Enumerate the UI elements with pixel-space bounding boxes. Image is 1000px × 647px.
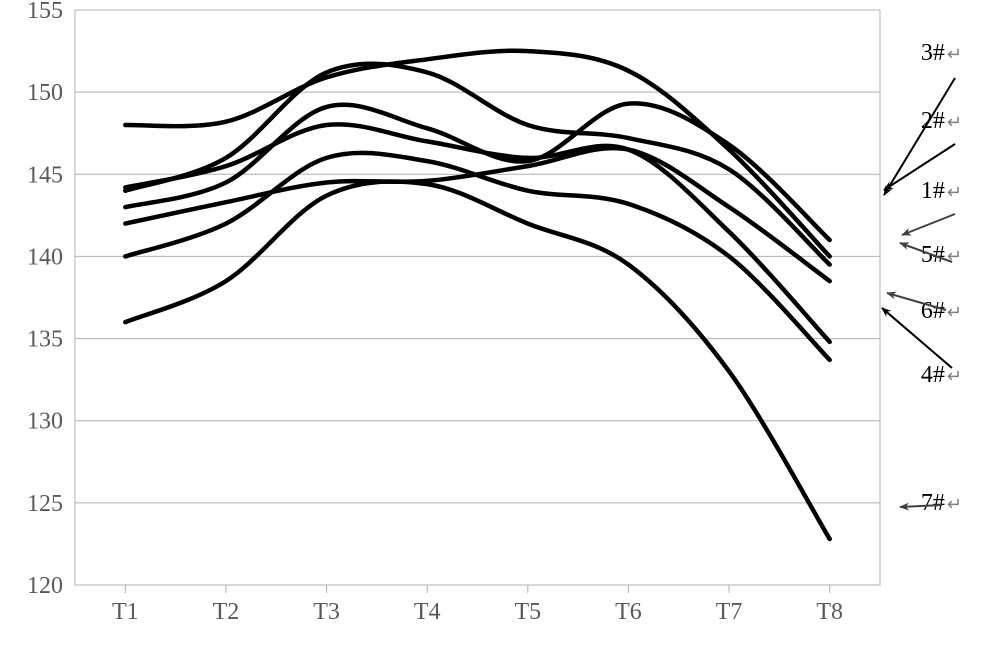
- x-tick-label: T3: [313, 599, 340, 625]
- series-label-3#: 3#↵: [921, 40, 962, 66]
- y-tick-label: 145: [27, 162, 63, 188]
- series-label-6#: 6#↵: [921, 298, 962, 324]
- arrow-1#: [902, 214, 955, 235]
- series-7#: [125, 181, 829, 539]
- x-tick-label: T6: [615, 599, 642, 625]
- x-tick-label: T1: [112, 599, 139, 625]
- series-label-5#: 5#↵: [921, 242, 962, 268]
- y-tick-label: 140: [27, 244, 63, 270]
- y-tick-label: 135: [27, 327, 63, 353]
- x-tick-label: T4: [414, 599, 441, 625]
- y-tick-label: 125: [27, 491, 63, 517]
- series-label-2#: 2#↵: [921, 108, 962, 134]
- series-label-4#: 4#↵: [921, 362, 962, 388]
- x-tick-label: T5: [514, 599, 541, 625]
- y-axis-labels: 120 125 130 135 140 145 150 155: [27, 0, 63, 599]
- y-tick-label: 120: [27, 573, 63, 599]
- series-label-1#: 1#↵: [921, 178, 962, 204]
- x-ticks: [125, 585, 829, 593]
- y-tick-label: 130: [27, 409, 63, 435]
- y-tick-label: 155: [27, 0, 63, 24]
- x-tick-label: T8: [816, 599, 843, 625]
- series-lines: [125, 51, 829, 539]
- x-tick-label: T7: [716, 599, 743, 625]
- line-chart: 120125130135140145150155 T1T2T3T4T5T6T7T…: [0, 0, 1000, 647]
- y-tick-label: 150: [27, 80, 63, 106]
- x-axis-labels: T1 T2 T3 T4 T5 T6 T7 T8: [112, 599, 843, 625]
- series-label-7#: 7#↵: [921, 490, 962, 516]
- series-annotations: 3#↵ 2#↵ 1#↵ 5#↵ 6#↵ 4#↵ 7#↵: [882, 40, 962, 516]
- x-tick-label: T2: [213, 599, 240, 625]
